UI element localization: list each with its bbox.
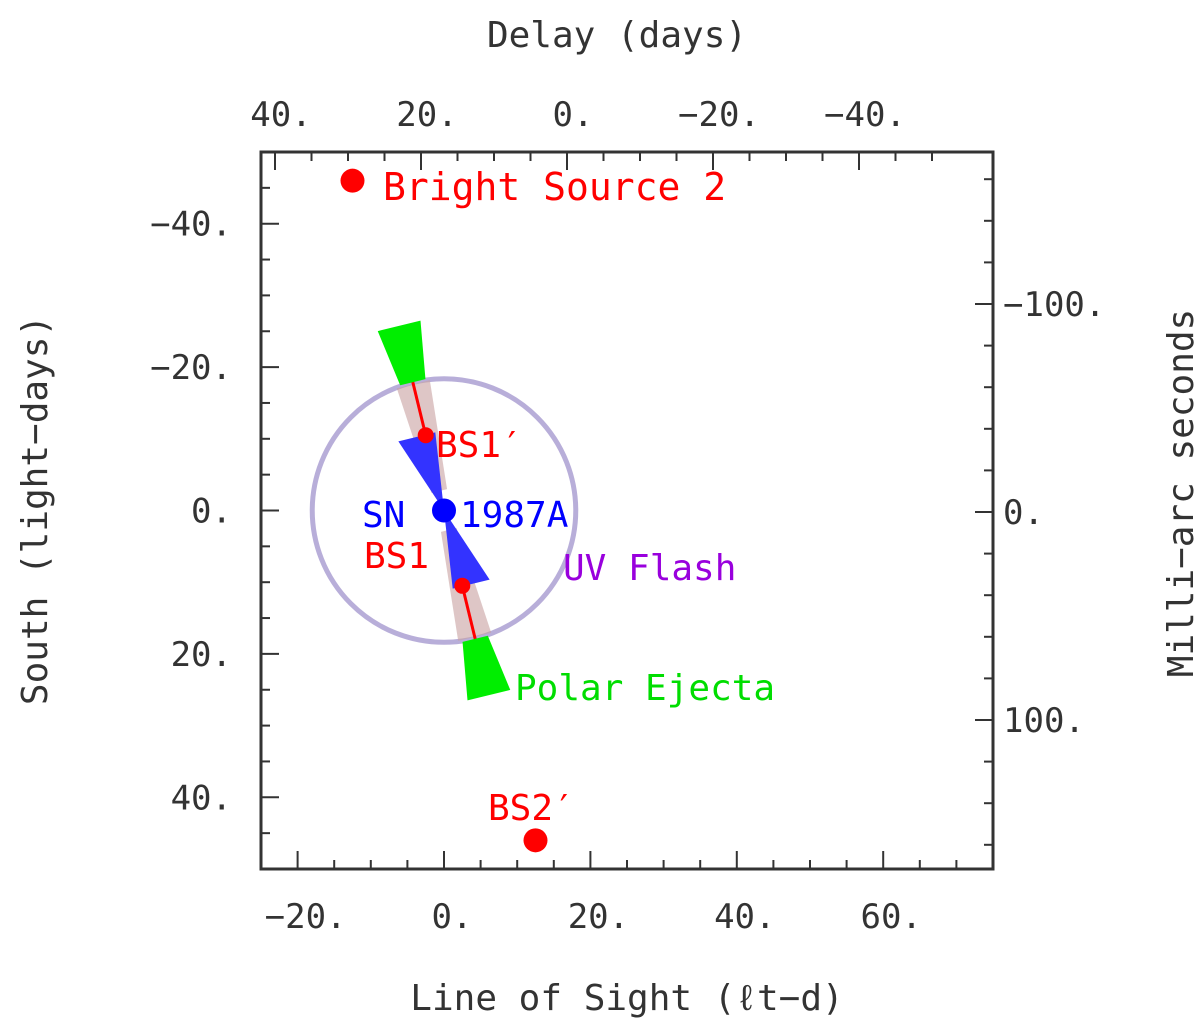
x2-tick-label: 0. bbox=[553, 95, 594, 135]
x2-axis-title: Delay (days) bbox=[487, 15, 747, 56]
y2-tick-label: 0. bbox=[1003, 493, 1044, 533]
x-tick-label: 20. bbox=[568, 897, 629, 937]
polar-ejecta-lower bbox=[462, 635, 511, 701]
y2-tick-label: −100. bbox=[1003, 285, 1105, 325]
y-tick-label: −20. bbox=[150, 348, 232, 388]
jet-cone-upper bbox=[398, 432, 444, 511]
x-tick-label: 0. bbox=[432, 897, 473, 937]
sn1987a-point bbox=[432, 498, 456, 523]
axis-ticks bbox=[261, 152, 993, 869]
uv-flash-label: UV Flash bbox=[563, 548, 736, 589]
x-tick-label: 40. bbox=[714, 897, 775, 937]
y-tick-label: 40. bbox=[171, 778, 232, 818]
x-tick-label: 60. bbox=[860, 897, 921, 937]
uv-flash-ring bbox=[309, 376, 579, 645]
jet-cone-lower bbox=[444, 510, 490, 589]
bright-source-2-label: Bright Source 2 bbox=[383, 165, 726, 209]
x-axis-title: Line of Sight (ℓt−d) bbox=[410, 978, 843, 1019]
polar-ejecta-upper bbox=[377, 320, 426, 386]
bs1-label: BS1 bbox=[364, 536, 429, 577]
bright-source-2-point bbox=[340, 168, 365, 193]
sn-label: SN bbox=[362, 495, 405, 536]
polar-ejecta-label: Polar Ejecta bbox=[515, 668, 775, 709]
y-tick-label: 20. bbox=[171, 635, 232, 675]
bs2-prime-label: BS2′ bbox=[488, 788, 575, 829]
x2-tick-label: 20. bbox=[396, 95, 457, 135]
bs1-prime-point bbox=[417, 427, 434, 444]
x2-tick-label: −40. bbox=[824, 95, 906, 135]
y-axis-title: South (light−days) bbox=[15, 315, 56, 705]
bs1-prime-label: BS1′ bbox=[436, 425, 523, 466]
sn-1987a-label: 1987A bbox=[460, 495, 569, 536]
bs1-point bbox=[454, 577, 471, 594]
y2-axis-title: Milli−arc seconds bbox=[1161, 309, 1202, 677]
bs2-prime-point bbox=[523, 828, 548, 853]
y-tick-label: −40. bbox=[150, 205, 232, 245]
x2-tick-label: 40. bbox=[250, 95, 311, 135]
axis-tick-labels: −20. 0. 20. 40. 60. −40. −20. 0. 20. 40. 40. 20. 0. −… bbox=[150, 95, 1105, 937]
x2-tick-label: −20. bbox=[678, 95, 760, 135]
y2-tick-label: 100. bbox=[1003, 701, 1085, 741]
y-tick-label: 0. bbox=[191, 492, 232, 532]
x-tick-label: −20. bbox=[265, 897, 347, 937]
